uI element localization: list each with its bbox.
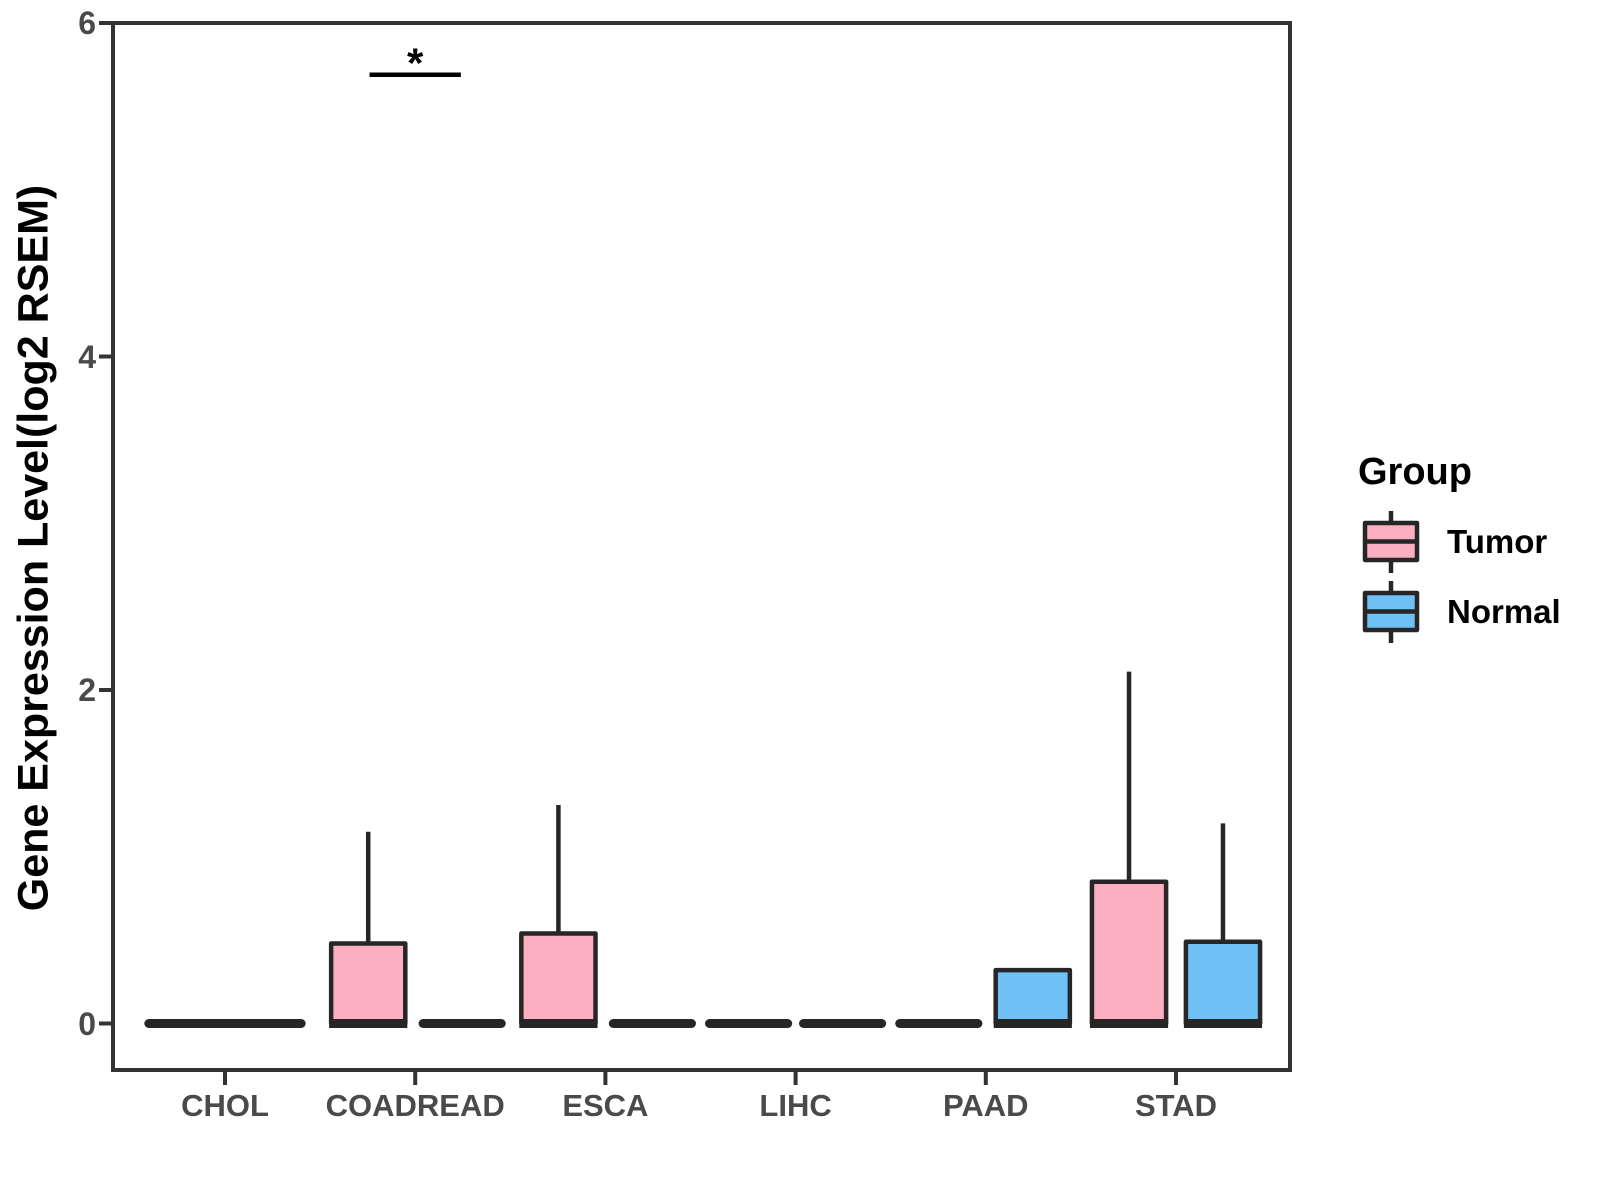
x-category-label-chol: CHOL	[181, 1088, 269, 1123]
legend-label-tumor: Tumor	[1447, 523, 1548, 560]
legend-item-tumor: Tumor	[1361, 511, 1547, 573]
box-paad-normal	[993, 967, 1073, 1026]
boxplot-glyph-icon	[1362, 581, 1420, 643]
legend-item-normal: Normal	[1361, 581, 1561, 643]
y-tick-label: 0	[78, 1005, 96, 1042]
y-tick-label: 2	[78, 672, 96, 708]
legend-title: Group	[1358, 451, 1472, 493]
y-tick-label: 4	[78, 338, 96, 375]
boxplot-glyph-icon	[1362, 511, 1420, 573]
x-category-label-paad: PAAD	[943, 1088, 1029, 1123]
panel-border	[111, 21, 1292, 1072]
significance-star: *	[407, 40, 424, 87]
x-category-label-esca: ESCA	[562, 1088, 649, 1123]
box-stad-tumor	[1089, 879, 1169, 1026]
y-axis-title: Gene Expression Level(log2 RSEM)	[9, 184, 58, 912]
y-tick-label: 6	[78, 5, 96, 41]
legend: Group Tumor Normal	[1358, 452, 1598, 692]
legend-label-normal: Normal	[1447, 593, 1561, 630]
x-category-label-coadread: COADREAD	[325, 1088, 505, 1123]
x-category-label-lihc: LIHC	[759, 1088, 832, 1123]
x-category-label-stad: STAD	[1134, 1088, 1218, 1123]
box-esca-tumor	[519, 931, 598, 1026]
box-coadread-tumor	[328, 941, 408, 1026]
box-stad-normal	[1183, 939, 1263, 1026]
